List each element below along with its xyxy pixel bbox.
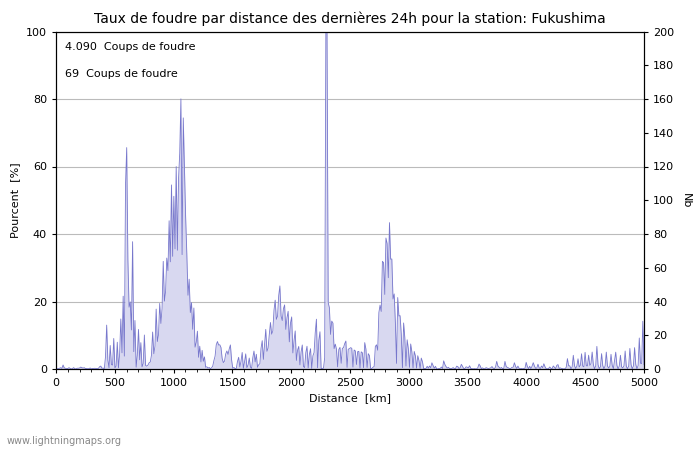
Title: Taux de foudre par distance des dernières 24h pour la station: Fukushima: Taux de foudre par distance des dernière… — [94, 12, 606, 26]
Y-axis label: Pourcent  [%]: Pourcent [%] — [10, 162, 20, 238]
X-axis label: Distance  [km]: Distance [km] — [309, 394, 391, 404]
Text: 4.090  Coups de foudre: 4.090 Coups de foudre — [65, 42, 195, 52]
Text: 69  Coups de foudre: 69 Coups de foudre — [65, 68, 178, 79]
Y-axis label: Nb: Nb — [681, 193, 691, 208]
Text: www.lightningmaps.org: www.lightningmaps.org — [7, 436, 122, 446]
